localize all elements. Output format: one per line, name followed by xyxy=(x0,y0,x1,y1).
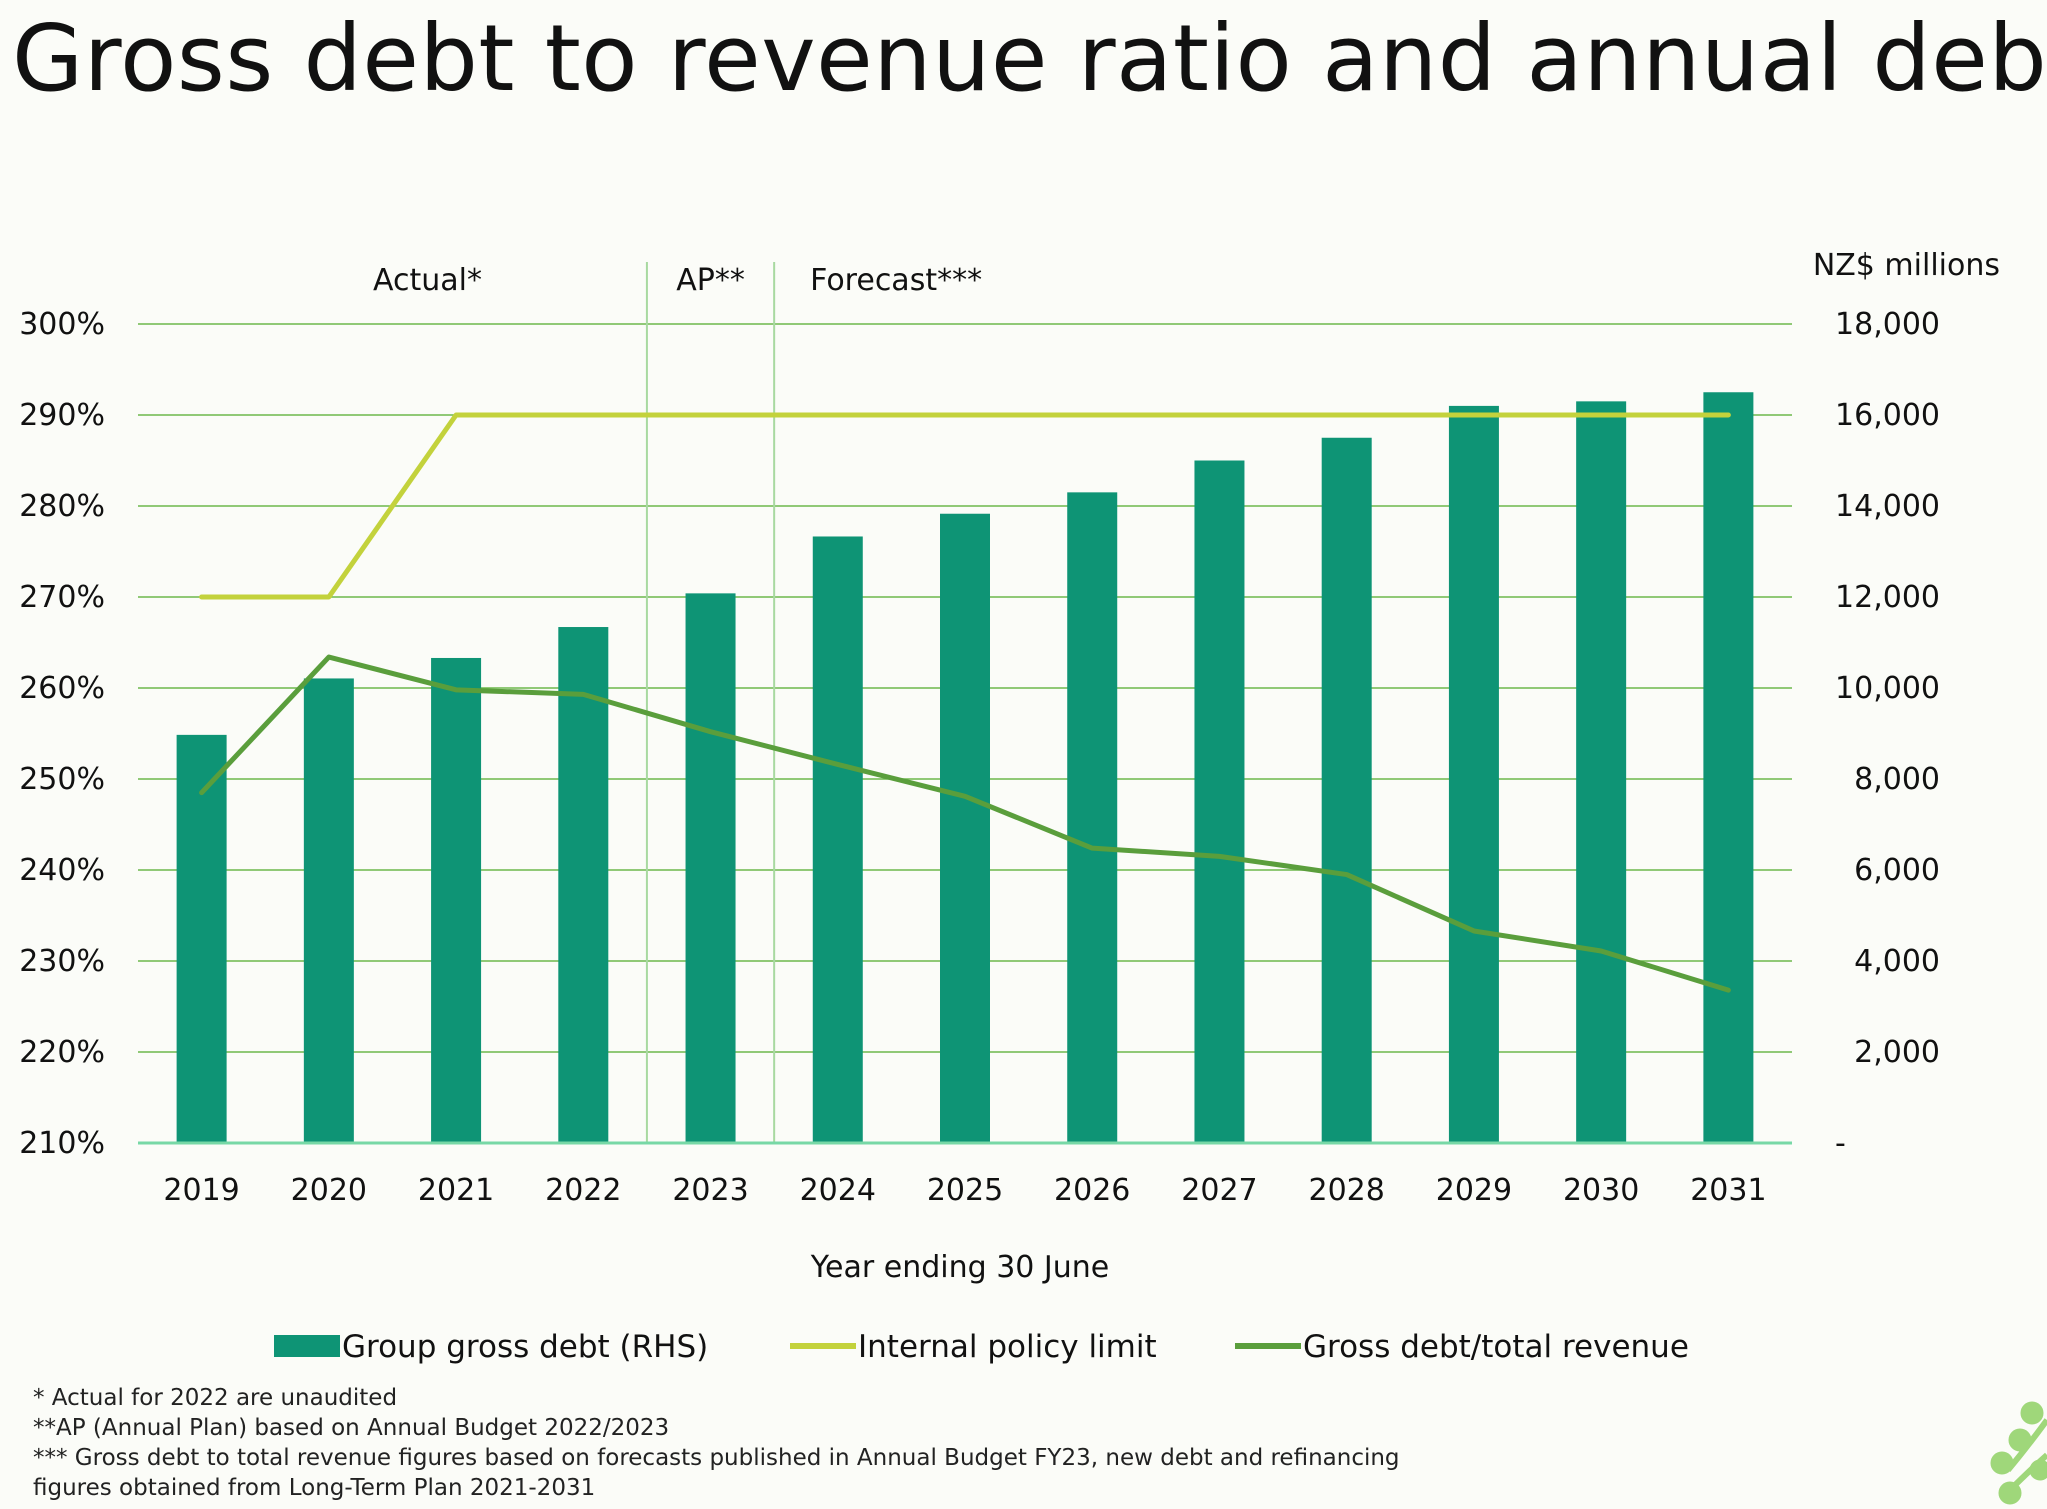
left-tick-label: 270% xyxy=(19,580,105,615)
legend: Group gross debt (RHS) Internal policy li… xyxy=(274,1329,1689,1365)
right-tick-label: 2,000 xyxy=(1854,1035,1940,1070)
left-tick-label: 250% xyxy=(19,762,105,797)
bar xyxy=(1321,437,1372,1143)
left-tick-label: 240% xyxy=(19,853,105,888)
right-tick-label: 18,000 xyxy=(1835,307,1940,342)
x-tick-label: 2025 xyxy=(927,1173,1003,1208)
right-tick-label: 8,000 xyxy=(1854,762,1940,797)
bar xyxy=(1067,492,1118,1144)
x-tick-label: 2031 xyxy=(1690,1173,1766,1208)
left-tick-label: 220% xyxy=(19,1035,105,1070)
bar xyxy=(303,678,354,1143)
bar xyxy=(176,734,227,1143)
x-tick-label: 2024 xyxy=(800,1173,876,1208)
bar xyxy=(1703,392,1754,1143)
x-tick-label: 2019 xyxy=(163,1173,239,1208)
legend-label: Internal policy limit xyxy=(858,1329,1157,1365)
footnote-4: figures obtained from Long-Term Plan 202… xyxy=(33,1475,596,1501)
legend-label: Gross debt/total revenue xyxy=(1303,1329,1689,1365)
chart-title: Gross debt to revenue ratio and annual d… xyxy=(12,5,2047,112)
left-tick-label: 210% xyxy=(19,1126,105,1161)
left-tick-label: 230% xyxy=(19,944,105,979)
period-label: AP** xyxy=(676,263,745,298)
right-tick-label: 14,000 xyxy=(1835,489,1940,524)
bar xyxy=(685,593,736,1143)
legend-label: Group gross debt (RHS) xyxy=(342,1329,708,1365)
x-axis-title: Year ending 30 June xyxy=(810,1250,1110,1285)
right-tick-label: 4,000 xyxy=(1854,944,1940,979)
legend-swatch xyxy=(274,1335,340,1357)
x-tick-label: 2021 xyxy=(418,1173,494,1208)
period-label: Forecast*** xyxy=(810,263,982,298)
bar xyxy=(1448,405,1499,1143)
period-dividers: Actual* AP** Forecast*** xyxy=(373,262,982,1143)
bar xyxy=(558,627,609,1143)
x-tick-label: 2026 xyxy=(1054,1173,1130,1208)
footnote-3: *** Gross debt to total revenue figures … xyxy=(33,1445,1400,1471)
right-tick-label: 16,000 xyxy=(1835,398,1940,433)
right-axis-title: NZ$ millions xyxy=(1813,248,2000,283)
line-series xyxy=(199,412,1731,993)
x-tick-label: 2027 xyxy=(1181,1173,1257,1208)
line-gross-debt-total-revenue xyxy=(199,654,1731,993)
bar xyxy=(431,657,482,1143)
period-label: Actual* xyxy=(373,263,482,298)
left-tick-label: 260% xyxy=(19,671,105,706)
x-tick-label: 2030 xyxy=(1563,1173,1639,1208)
left-tick-label: 280% xyxy=(19,489,105,524)
right-tick-label: 6,000 xyxy=(1854,853,1940,888)
axes: 210% 220% 230% 240% 250% 260% 270% 280% 290% 300%… xyxy=(19,248,2000,1285)
x-tick-label: 2020 xyxy=(291,1173,367,1208)
bar-series xyxy=(176,392,1754,1144)
footnote-2: **AP (Annual Plan) based on Annual Budge… xyxy=(33,1415,670,1441)
x-tick-label: 2022 xyxy=(545,1173,621,1208)
bar xyxy=(812,536,863,1143)
x-tick-label: 2029 xyxy=(1436,1173,1512,1208)
right-tick-label: 10,000 xyxy=(1835,671,1940,706)
bar xyxy=(1194,460,1245,1143)
bar xyxy=(1576,401,1627,1144)
bar xyxy=(940,513,990,1143)
line-internal-policy-limit xyxy=(199,412,1731,600)
left-tick-label: 290% xyxy=(19,398,105,433)
left-tick-label: 300% xyxy=(19,307,105,342)
right-tick-label: - xyxy=(1835,1126,1846,1161)
x-tick-label: 2023 xyxy=(672,1173,748,1208)
footnote-1: * Actual for 2022 are unaudited xyxy=(33,1385,398,1411)
right-tick-label: 12,000 xyxy=(1835,580,1940,615)
x-tick-label: 2028 xyxy=(1309,1173,1385,1208)
